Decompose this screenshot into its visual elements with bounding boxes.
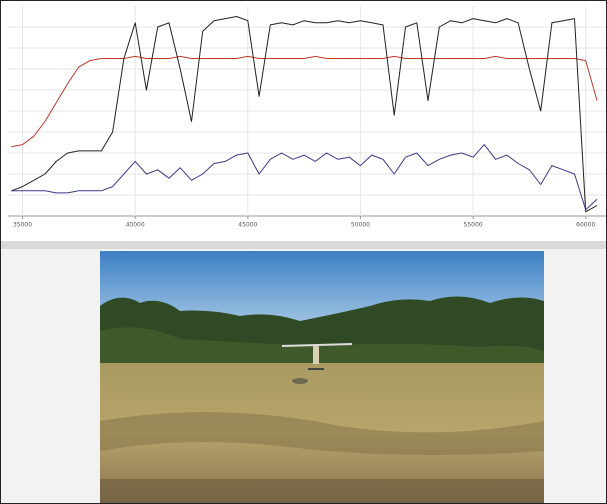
- x-tick-label: 50000: [351, 222, 370, 229]
- x-tick-label: 40000: [126, 222, 145, 229]
- app-window: 35000 40000 45000 50000 55000 60000: [0, 0, 607, 504]
- x-tick-label: 55000: [464, 222, 483, 229]
- video-frame: [100, 251, 544, 503]
- chart-background: [1, 1, 606, 241]
- x-tick-label: 35000: [13, 222, 32, 229]
- splitter[interactable]: [1, 241, 606, 249]
- chart: 35000 40000 45000 50000 55000 60000: [1, 1, 606, 241]
- x-tick-label: 60000: [576, 222, 595, 229]
- x-tick-label: 45000: [238, 222, 257, 229]
